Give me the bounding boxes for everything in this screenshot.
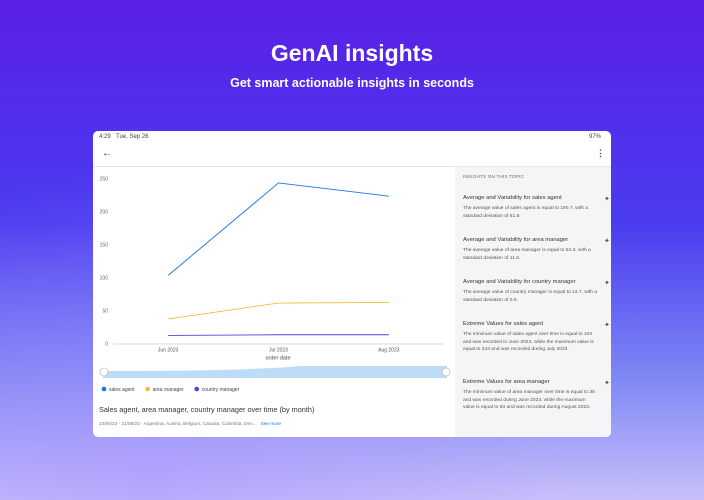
insight-title: Average and Variability for country mana… [463,279,576,285]
insight-sparkle[interactable]: ✦ [604,196,610,203]
insight-text: The minimum value of sales agent over ti… [463,332,594,353]
insight-text: The average value of sales agent is equa… [463,206,589,219]
insight-sparkle[interactable]: ✦ [604,280,610,287]
legend-label: area manager [153,387,184,393]
divider [93,166,611,167]
insight-item: Average and Variability for country mana… [463,279,610,304]
y-tick-label: 250 [100,176,109,182]
insight-item: Average and Variability for area manager… [463,237,610,262]
back-button[interactable]: ← [102,148,112,159]
series-line [168,334,389,336]
status-date: Tue, Sep 26 [116,134,149,140]
legend-swatch [145,386,150,392]
y-tick-label: 50 [102,308,108,314]
insight-title: Average and Variability for sales agent [463,195,562,201]
insight-text: The minimum value of area manager over t… [463,390,595,411]
y-tick-label: 100 [100,275,109,281]
see-more-link[interactable]: See more [260,421,281,426]
insight-sparkle[interactable]: ✦ [604,380,610,387]
insight-text: The average value of area manager is equ… [463,248,591,261]
insight-title: Extreme Values for sales agent [463,321,544,327]
device-screen: 4:29 Tue, Sep 26 97% ← ⋮ INSIGHTS ON THI… [93,131,611,437]
insight-item: Extreme Values for area manager The minim… [463,379,610,412]
range-slider[interactable] [103,366,447,378]
chart-caption: Sales agent, area manager, country manag… [99,405,315,414]
filters-text: 23/06/23 - 31/08/23 · Argentina, Austria… [99,421,257,426]
legend-label: sales agent [109,387,135,393]
insight-text: The average value of country manager is … [463,290,598,303]
insights-heading: INSIGHTS ON THIS TOPIC [463,174,525,179]
insight-item: Average and Variability for sales agent T… [463,195,610,220]
insights-panel: INSIGHTS ON THIS TOPIC Average and Varia… [455,167,611,437]
y-tick-label: 200 [100,209,109,215]
range-handle[interactable] [99,367,109,377]
legend-swatch [101,386,107,392]
series-line [167,182,389,276]
x-axis-label: order date [265,355,290,361]
chart-filters: 23/06/23 - 31/08/23 · Argentina, Austria… [99,421,281,426]
x-tick-label: Jun 2023 [158,347,179,353]
menu-button[interactable]: ⋮ [596,148,605,158]
y-tick-label: 0 [105,341,108,347]
insight-sparkle[interactable]: ✦ [604,322,610,329]
status-battery: 97% [589,134,602,140]
insight-title: Extreme Values for area manager [463,379,550,385]
range-handle[interactable] [441,367,451,377]
y-tick-label: 150 [100,242,109,248]
legend-label: country manager [202,387,240,393]
x-tick-label: Aug 2023 [378,347,400,353]
page-title: GenAI insights [270,40,434,66]
insight-sparkle[interactable]: ✦ [604,238,610,245]
insight-title: Average and Variability for area manager [463,237,569,243]
x-tick-label: Jul 2023 [269,347,288,353]
series-line [168,301,389,320]
legend-swatch [194,386,200,392]
insight-item: Extreme Values for sales agent The minimu… [463,321,610,354]
status-time: 4:29 [99,134,111,140]
page-subtitle: Get smart actionable insights in seconds [230,76,474,90]
